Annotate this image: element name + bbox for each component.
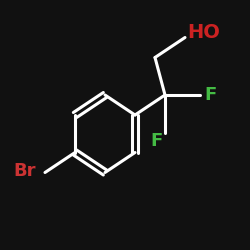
Text: F: F (204, 86, 216, 104)
Text: Br: Br (14, 162, 36, 180)
Text: HO: HO (187, 23, 220, 42)
Text: F: F (150, 132, 162, 150)
